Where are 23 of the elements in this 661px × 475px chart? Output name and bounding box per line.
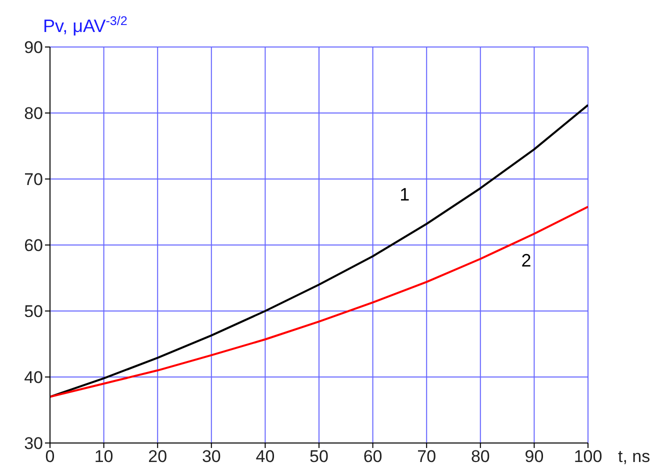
y-tick-label: 40 [24, 368, 43, 388]
x-tick-label: 10 [94, 447, 114, 466]
annotation: 1 [400, 184, 410, 205]
line-series [50, 206, 588, 398]
x-tick-label: 30 [202, 447, 221, 466]
y-tick-label: 80 [24, 104, 43, 124]
annotation: 2 [521, 250, 532, 271]
y-tick-label: 30 [24, 434, 43, 454]
y-axis-title: Pv, μAV$^{-3/2}$ [43, 14, 128, 36]
y-tick-label: 90 [24, 38, 43, 58]
x-tick-label: 100 [574, 447, 602, 466]
x-tick-label: 50 [310, 447, 328, 466]
x-axis-title: t, ns [618, 447, 650, 466]
x-tick-label: 90 [524, 447, 544, 466]
y-tick-label: 50 [24, 302, 43, 322]
x-tick-label: 60 [363, 447, 382, 466]
x-tick-label: 80 [470, 447, 490, 466]
x-tick-label: 0 [45, 447, 55, 466]
x-tick-label: 40 [256, 447, 275, 466]
y-tick-label: 60 [24, 236, 43, 256]
x-tick-label: 20 [148, 447, 168, 466]
x-tick-label: 70 [417, 447, 436, 466]
y-tick-label: 70 [24, 170, 43, 190]
